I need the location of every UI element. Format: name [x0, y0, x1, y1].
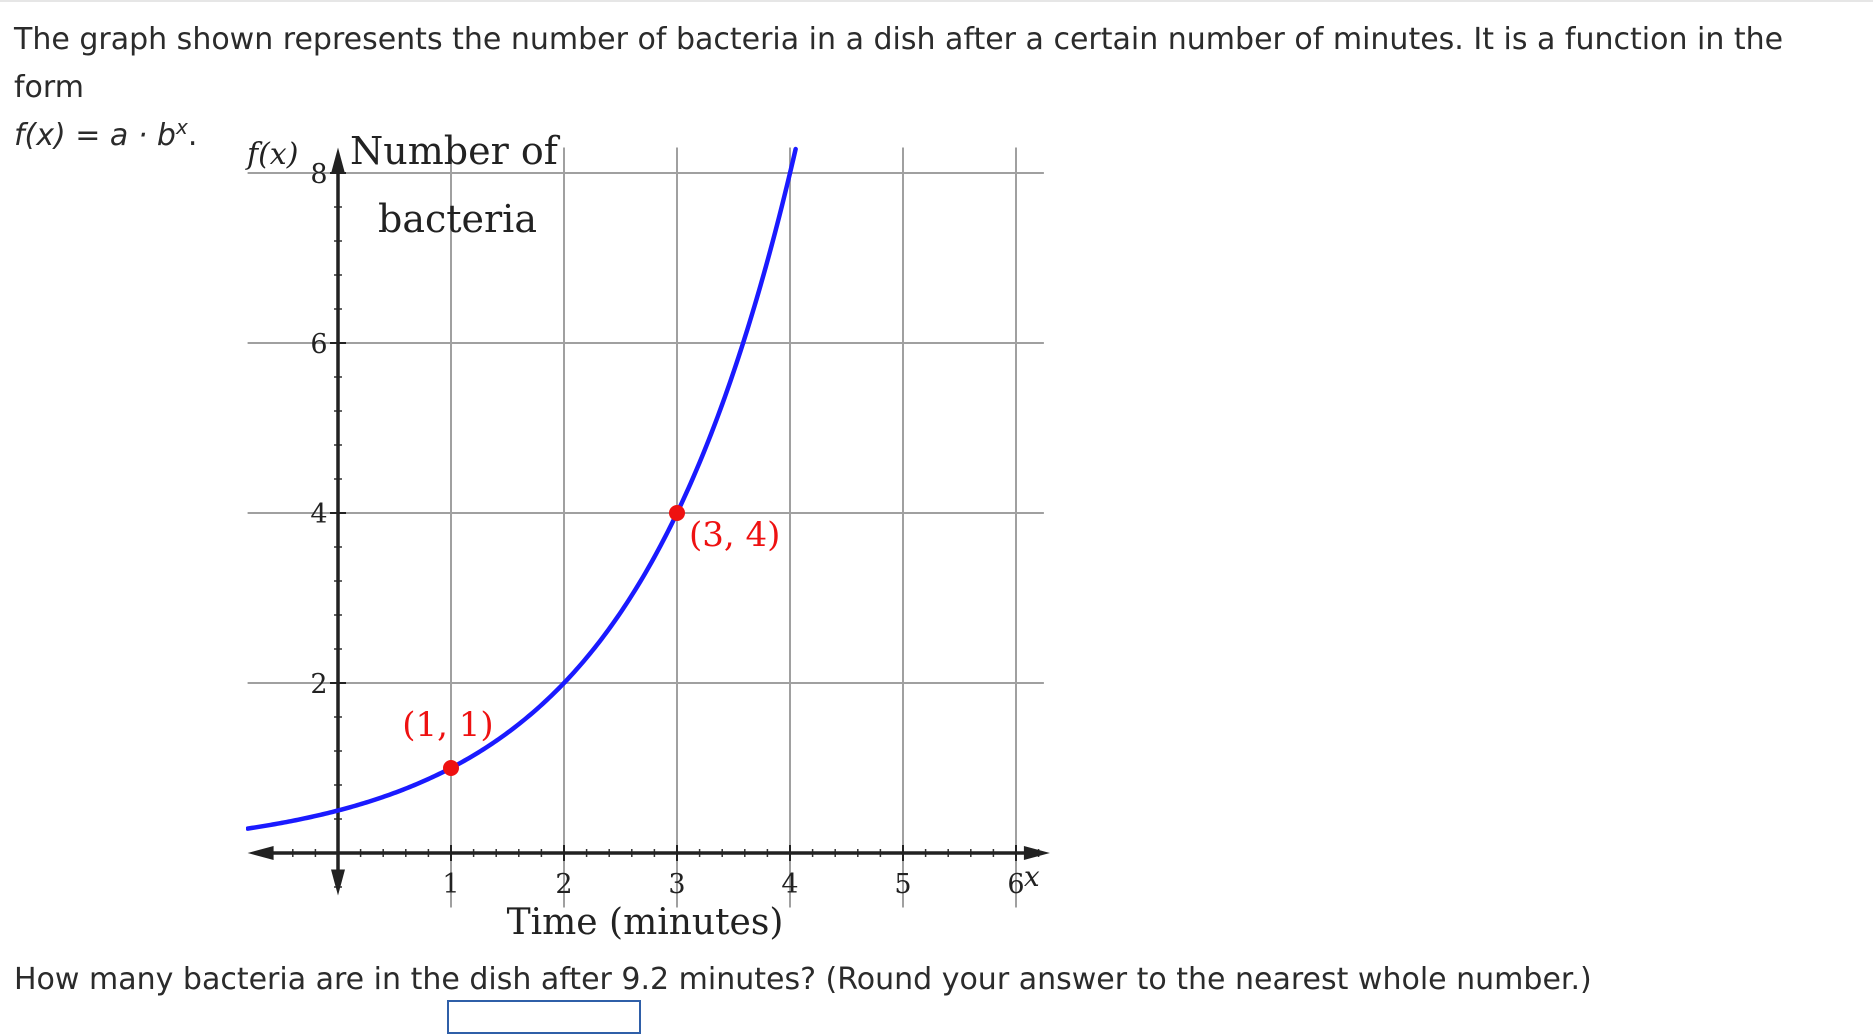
data-point-2 — [669, 505, 685, 521]
y-axis-title-line-1: Number of — [350, 129, 561, 173]
question-prompt: How many bacteria are in the dish after … — [14, 962, 1592, 997]
x-tick-label-4: 4 — [781, 869, 798, 900]
data-point-label-2: (3, 4) — [689, 515, 780, 555]
formula-lhs: f(x) = a · b — [14, 118, 176, 153]
data-point-label-1: (1, 1) — [402, 705, 493, 745]
formula-end: . — [187, 118, 198, 153]
data-points: (1, 1) (3, 4) — [402, 505, 780, 776]
x-tick-label-3: 3 — [668, 869, 685, 900]
data-point-1 — [443, 760, 459, 776]
axes — [247, 147, 1050, 896]
x-axis-title: Time (minutes) — [507, 902, 784, 943]
x-tick-label-1: 1 — [442, 869, 459, 900]
curve-group — [246, 146, 798, 831]
x-tick-label-6: 6 — [1007, 869, 1024, 900]
x-axis-left-arrow — [247, 846, 274, 860]
formula-exponent: x — [175, 115, 188, 139]
x-tick-label-2: 2 — [555, 869, 572, 900]
y-axis-name: f(x) — [245, 137, 298, 172]
y-axis-title-line-2: bacteria — [378, 197, 537, 241]
function-formula: f(x) = a · bx — [14, 115, 188, 153]
y-axis-top-arrow — [331, 147, 345, 174]
chart-labels: 1 2 3 4 5 6 2 4 6 8 f(x) x Number of bacteria Time (mi… — [245, 129, 1040, 943]
question-intro: The graph shown represents the number of… — [14, 16, 1854, 160]
y-axis-bottom-arrow — [331, 869, 345, 896]
y-tick-label-4: 4 — [310, 499, 327, 530]
graph-container: 1 2 3 4 5 6 2 4 6 8 f(x) x Number of bacteria Time (mi… — [245, 129, 1050, 943]
top-divider — [0, 0, 1873, 2]
bacteria-growth-chart: 1 2 3 4 5 6 2 4 6 8 f(x) x Number of bacteria Time (mi… — [245, 129, 1050, 943]
y-tick-label-2: 2 — [310, 669, 327, 700]
grid-lines — [247, 147, 1044, 908]
y-tick-label-6: 6 — [310, 329, 327, 360]
x-tick-label-5: 5 — [894, 869, 911, 900]
x-axis-name: x — [1024, 860, 1040, 893]
question-intro-text: The graph shown represents the number of… — [14, 22, 1784, 105]
exponential-curve — [246, 146, 798, 831]
answer-input[interactable] — [447, 1000, 641, 1034]
x-axis-right-arrow — [1023, 846, 1050, 860]
y-tick-label-8: 8 — [310, 159, 327, 190]
